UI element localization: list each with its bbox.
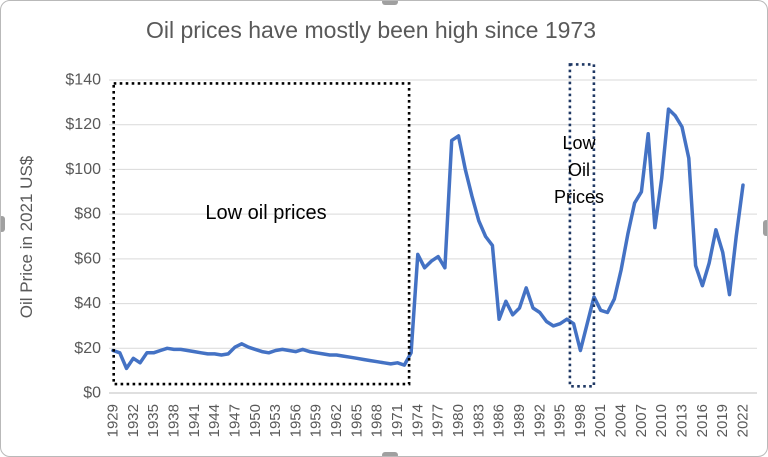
- x-tick-label: 2004: [613, 404, 630, 437]
- x-tick-label: 2007: [633, 404, 650, 437]
- x-tick-label: 1947: [226, 404, 243, 437]
- x-tick-label: 1950: [247, 404, 264, 437]
- x-tick-label: 1989: [511, 404, 528, 437]
- x-tick-label: 1932: [125, 404, 142, 437]
- annotation-low-oil-prices-1998: Low Oil Prices: [541, 130, 617, 211]
- x-tick-label: 1974: [409, 404, 426, 437]
- x-tick-label: 1941: [186, 404, 203, 437]
- y-tick-label: $40: [74, 295, 101, 312]
- x-tick-label: 1953: [267, 404, 284, 437]
- y-tick-label: $20: [74, 340, 101, 357]
- low-oil-prices-box: [112, 82, 411, 386]
- chart-title: Oil prices have mostly been high since 1…: [145, 17, 597, 43]
- x-tick-label: 1998: [572, 404, 589, 437]
- annotation-low-oil-prices: Low oil prices: [205, 202, 327, 224]
- x-tick-label: 1956: [287, 404, 304, 437]
- oil-price-line: [111, 107, 745, 371]
- annotation-line-2: Oil: [568, 160, 590, 180]
- x-tick-label: 1944: [206, 404, 223, 437]
- x-tick-label: 2022: [735, 404, 752, 437]
- selection-handle-bottom[interactable]: [382, 452, 398, 456]
- selection-handle-top[interactable]: [382, 1, 398, 5]
- y-tick-label: $120: [65, 116, 101, 133]
- x-tick-label: 1977: [430, 404, 447, 437]
- annotation-line-1: Low: [562, 133, 596, 153]
- x-tick-label: 1935: [145, 404, 162, 437]
- x-tick-label: 2010: [653, 404, 670, 437]
- x-tick-label: 1980: [450, 404, 467, 437]
- x-tick-label: 1929: [105, 404, 122, 437]
- x-tick-label: 1962: [328, 404, 345, 437]
- low-oil-prices-1998-box: [568, 63, 596, 388]
- x-tick-label: 1992: [531, 404, 548, 437]
- x-tick-label: 1938: [166, 404, 183, 437]
- x-tick-label: 2019: [714, 404, 731, 437]
- x-tick-label: 1965: [348, 404, 365, 437]
- x-tick-label: 1968: [369, 404, 386, 437]
- x-tick-label: 2001: [592, 404, 609, 437]
- y-tick-label: $60: [74, 250, 101, 267]
- x-tick-label: 1971: [389, 404, 406, 437]
- x-tick-label: 2013: [674, 404, 691, 437]
- x-tick-label: 1983: [470, 404, 487, 437]
- selection-handle-left[interactable]: [1, 216, 5, 232]
- x-tick-label: 1995: [552, 404, 569, 437]
- x-tick-label: 1959: [308, 404, 325, 437]
- y-tick-label: $80: [74, 206, 101, 223]
- y-tick-label: $100: [65, 161, 101, 178]
- y-tick-label: $0: [83, 385, 101, 402]
- y-tick-label: $140: [65, 72, 101, 89]
- x-tick-label: 1986: [491, 404, 508, 437]
- x-tick-label: 2016: [694, 404, 711, 437]
- annotation-line-3: Prices: [553, 187, 604, 207]
- selection-handle-right[interactable]: [763, 220, 767, 236]
